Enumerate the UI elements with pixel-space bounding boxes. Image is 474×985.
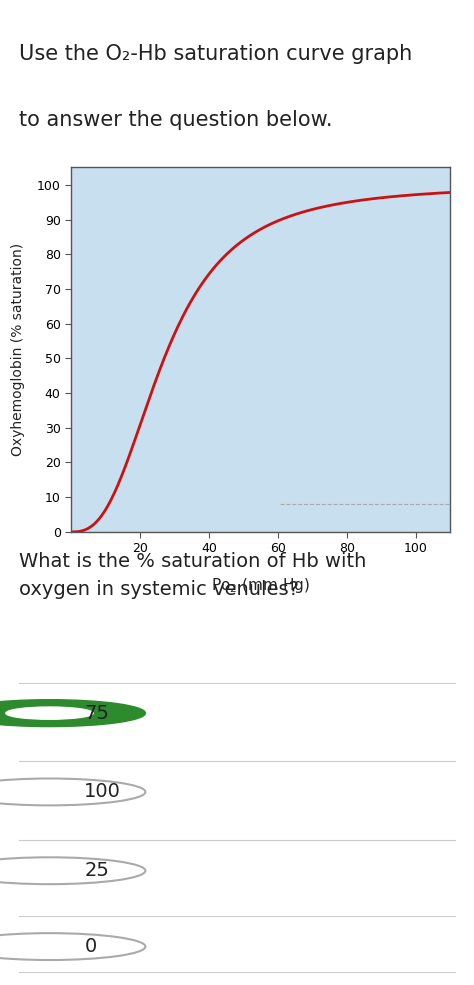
Circle shape <box>0 699 146 727</box>
Text: Use the O₂-Hb saturation curve graph: Use the O₂-Hb saturation curve graph <box>19 44 412 64</box>
Circle shape <box>6 707 93 719</box>
Text: to answer the question below.: to answer the question below. <box>19 110 332 130</box>
Text: 0: 0 <box>84 937 97 956</box>
Text: 75: 75 <box>84 703 109 723</box>
Text: What is the % saturation of Hb with
oxygen in systemic venules?: What is the % saturation of Hb with oxyg… <box>19 552 366 599</box>
Text: 25: 25 <box>84 861 109 881</box>
Text: Oxyhemoglobin (% saturation): Oxyhemoglobin (% saturation) <box>11 243 25 456</box>
Text: Po$_2$ (mm Hg): Po$_2$ (mm Hg) <box>211 575 310 595</box>
Text: 100: 100 <box>84 782 121 802</box>
